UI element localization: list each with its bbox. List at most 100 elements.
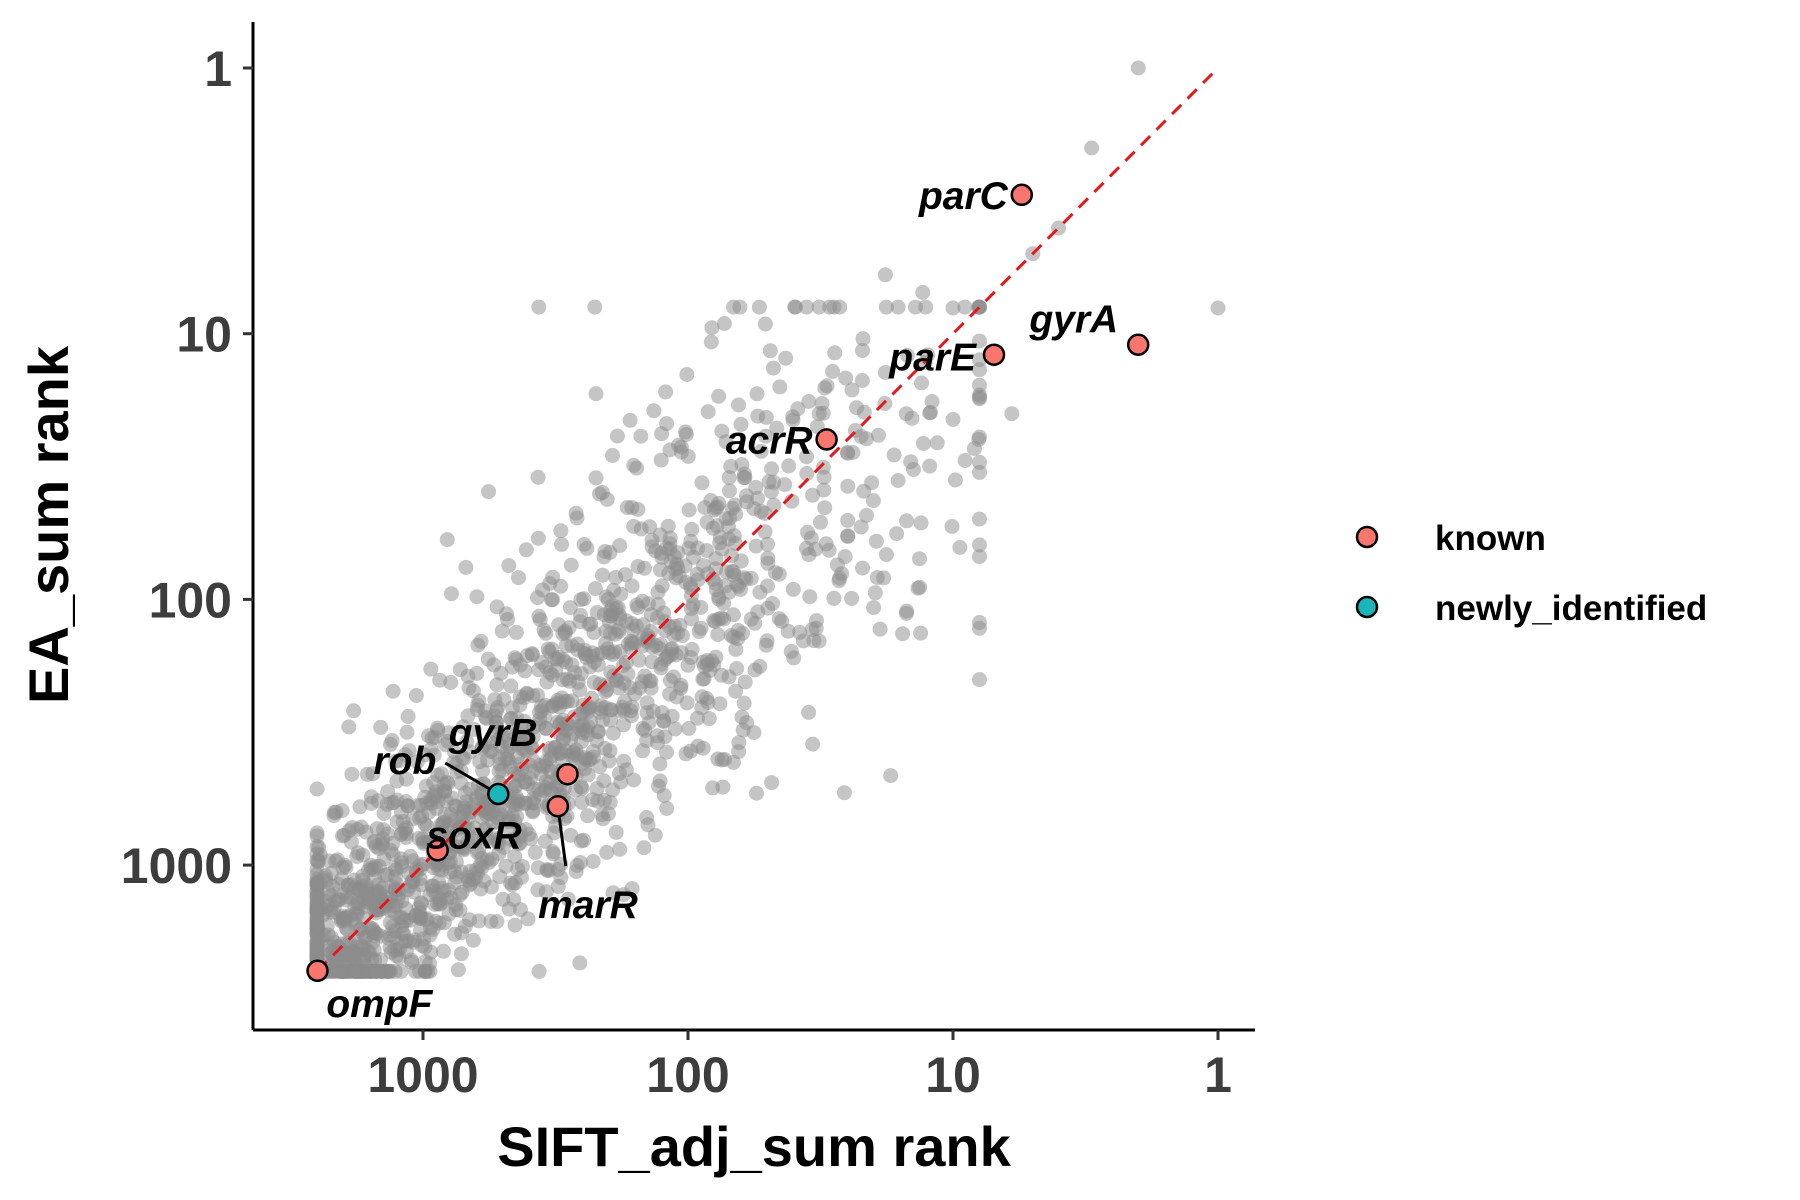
background-point [654, 426, 670, 442]
background-point [972, 511, 987, 527]
background-point [721, 470, 737, 486]
background-point [856, 483, 872, 499]
background-point [972, 389, 987, 405]
background-point [636, 840, 652, 856]
background-point [326, 808, 342, 824]
background-point [349, 849, 365, 865]
background-point [605, 448, 620, 463]
background-point [353, 819, 369, 835]
background-point [816, 482, 832, 498]
background-point [915, 436, 931, 451]
background-point [826, 299, 842, 315]
background-point [737, 674, 753, 690]
y-tick-label: 100 [149, 572, 232, 628]
background-point [417, 963, 433, 979]
background-point [500, 612, 515, 627]
background-point [439, 532, 455, 548]
background-point [589, 781, 605, 797]
background-point [545, 846, 561, 862]
background-point [788, 299, 803, 315]
label-gyrB: gyrB [448, 712, 538, 755]
y-ticks: 1 10 100 1000 [121, 41, 253, 894]
background-point [596, 549, 612, 565]
background-point [889, 526, 905, 542]
background-point [544, 592, 559, 608]
background-point [703, 334, 719, 350]
background-point [673, 680, 689, 696]
background-point [447, 897, 463, 913]
label-soxR: soxR [426, 814, 521, 857]
background-point [537, 833, 553, 849]
background-point [673, 645, 689, 661]
background-point [398, 933, 414, 949]
background-point [647, 827, 663, 843]
background-point [458, 559, 474, 575]
background-point [452, 662, 468, 678]
background-point [872, 621, 888, 637]
x-tick-label: 100 [646, 1047, 729, 1103]
background-point [646, 403, 662, 419]
background-point [480, 651, 496, 667]
background-point [484, 744, 500, 760]
background-point [599, 844, 615, 860]
background-point [440, 733, 456, 749]
background-point [592, 759, 608, 775]
background-point [469, 665, 485, 681]
background-point [653, 452, 669, 468]
background-point [435, 943, 451, 959]
background-point [309, 934, 325, 950]
background-point [405, 811, 421, 827]
background-point [453, 946, 469, 962]
label-gyrA: gyrA [1028, 299, 1118, 342]
background-point [945, 412, 961, 427]
background-point [624, 881, 640, 897]
background-point [811, 406, 827, 422]
background-point [533, 766, 549, 782]
point-ompF [306, 959, 329, 983]
background-point [538, 626, 554, 641]
background-point [352, 799, 368, 815]
background-point [460, 708, 476, 724]
background-point [652, 562, 668, 578]
background-point [855, 343, 870, 358]
point-parC [1010, 183, 1034, 207]
background-point [496, 691, 512, 707]
background-point [840, 512, 856, 528]
background-point [750, 491, 766, 506]
background-point [388, 948, 404, 964]
background-point [662, 442, 678, 458]
background-point [1084, 140, 1100, 156]
label-ompF: ompF [326, 983, 433, 1026]
background-point [565, 725, 581, 741]
background-point [972, 672, 987, 688]
background-point [473, 633, 489, 649]
background-point [346, 872, 362, 888]
background-point [594, 484, 610, 500]
background-point [781, 458, 797, 474]
background-point [616, 717, 631, 733]
background-point [457, 818, 473, 834]
background-point [876, 570, 892, 586]
background-point [492, 869, 508, 885]
background-point [365, 922, 381, 938]
background-point [811, 299, 827, 315]
background-point [376, 805, 392, 821]
background-point [639, 695, 655, 711]
background-point [535, 582, 550, 598]
background-point [590, 657, 606, 673]
background-point [588, 386, 604, 402]
background-point [587, 581, 603, 597]
background-point [714, 752, 730, 768]
axes [251, 22, 1255, 1032]
background-point [895, 626, 911, 642]
background-point [748, 538, 764, 554]
y-tick-label: 1000 [121, 838, 232, 894]
background-point [725, 564, 741, 580]
background-point [609, 428, 625, 444]
background-point [656, 788, 672, 803]
background-point [580, 767, 596, 783]
background-point [394, 825, 410, 841]
background-point [786, 650, 802, 666]
background-point [972, 333, 987, 349]
